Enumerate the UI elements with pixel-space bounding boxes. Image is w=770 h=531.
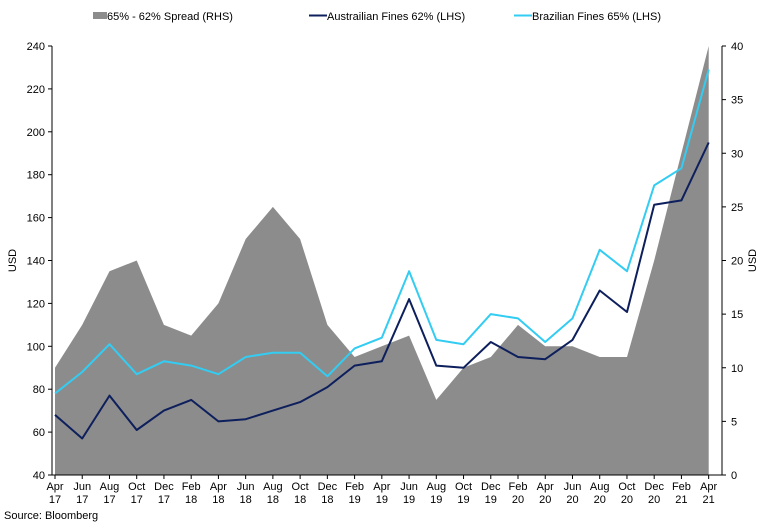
series-australian-fines-line (54, 142, 710, 440)
x-tick-label: Dec 20 (644, 481, 664, 506)
legend-swatch-spread (93, 12, 107, 19)
y-tick-label-right: 5 (731, 416, 737, 428)
x-tick-label: Aug 18 (263, 481, 283, 506)
x-tick-label: Aug 20 (590, 481, 610, 506)
x-tick-label: Feb 18 (182, 481, 201, 506)
x-tick-label: Feb 19 (345, 481, 364, 506)
y-tick-label-right: 35 (731, 95, 743, 107)
x-tick-label: Jun 20 (564, 481, 582, 506)
y-tick-label-right: 25 (731, 202, 743, 214)
x-tick-label: Apr 21 (700, 481, 717, 506)
x-tick-label: Jun 17 (73, 481, 91, 506)
y-tick-label-left: 120 (27, 298, 45, 310)
x-tick-label: Apr 20 (537, 481, 554, 506)
x-tick-label: Oct 20 (618, 481, 635, 506)
x-tick-label: Oct 19 (455, 481, 472, 506)
y-tick-label-left: 240 (27, 41, 45, 53)
source-note: Source: Bloomberg (4, 510, 99, 522)
x-tick-label: Aug 19 (427, 481, 447, 506)
x-tick-label: Jun 19 (400, 481, 418, 506)
x-tick-label: Apr 18 (210, 481, 227, 506)
y-tick-label-right: 10 (731, 363, 743, 375)
x-tick-label: Feb 20 (509, 481, 528, 506)
y-axis-label-left: USD (7, 249, 19, 272)
axes: 40 60 80 100 120 140 160 180 200 220 240 0 5 10 15 20 25… (7, 41, 759, 506)
y-tick-label-left: 80 (33, 384, 45, 396)
y-axis-label-right: USD (747, 249, 759, 272)
x-tick-label: Dec 17 (154, 481, 174, 506)
x-tick-label: Dec 19 (481, 481, 501, 506)
x-tick-label: Apr 17 (46, 481, 63, 506)
y-tick-label-left: 220 (27, 84, 45, 96)
x-tick-label: Oct 17 (128, 481, 145, 506)
y-tick-label-left: 180 (27, 170, 45, 182)
x-tick-label: Dec 18 (318, 481, 338, 506)
y-tick-label-right: 20 (731, 256, 743, 268)
x-tick-label: Jun 18 (237, 481, 255, 506)
x-tick-label: Aug 17 (100, 481, 120, 506)
y-tick-label-right: 0 (731, 470, 737, 482)
plot-area (54, 46, 710, 475)
y-tick-label-left: 40 (33, 470, 45, 482)
y-tick-label-left: 60 (33, 427, 45, 439)
y-tick-label-left: 140 (27, 256, 45, 268)
x-tick-label: Feb 21 (672, 481, 691, 506)
series-spread-area (55, 46, 709, 475)
y-tick-label-left: 200 (27, 127, 45, 139)
y-tick-label-right: 30 (731, 148, 743, 160)
y-tick-label-right: 40 (731, 41, 743, 53)
y-tick-label-left: 160 (27, 213, 45, 225)
x-tick-label: Apr 19 (373, 481, 390, 506)
legend-label: 65% - 62% Spread (RHS) (107, 11, 233, 23)
legend-label: Brazilian Fines 65% (LHS) (532, 11, 661, 23)
legend-label: Austrailian Fines 62% (LHS) (327, 11, 465, 23)
x-tick-label: Oct 18 (292, 481, 309, 506)
y-tick-label-right: 15 (731, 309, 743, 321)
legend: 65% - 62% Spread (RHS) Austrailian Fines … (93, 11, 661, 23)
series-brazilian-fines-line (54, 69, 710, 395)
y-tick-label-left: 100 (27, 341, 45, 353)
